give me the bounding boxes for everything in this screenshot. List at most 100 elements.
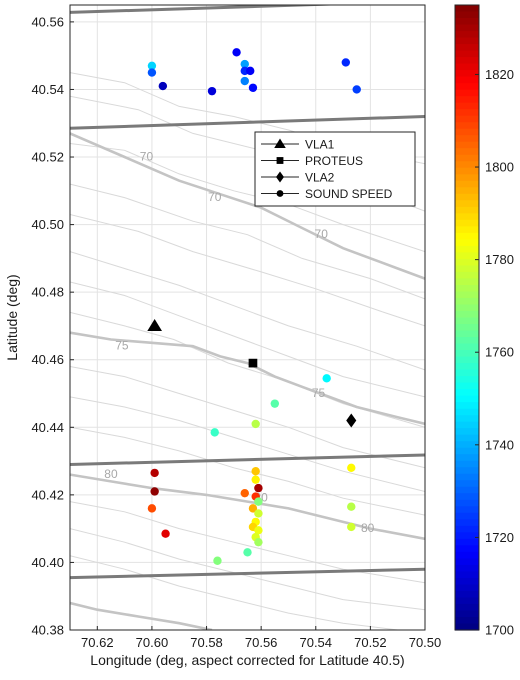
sound-speed-point	[240, 59, 249, 69]
colorbar-segment	[455, 434, 479, 442]
colorbar-segment	[455, 239, 479, 247]
instrument-vla2	[346, 413, 357, 428]
contour-label: 75	[312, 386, 326, 400]
sound-speed-point	[341, 58, 351, 67]
sound-speed-point	[248, 504, 258, 513]
colorbar-segment	[455, 408, 479, 416]
depth-contour-major	[70, 601, 213, 630]
contour-label: 80	[361, 521, 375, 535]
boundary-lines	[70, 5, 425, 580]
x-tick-label: 70.62	[81, 635, 114, 650]
y-tick-label: 40.48	[31, 285, 64, 300]
colorbar-segment	[455, 558, 479, 566]
depth-contour	[70, 214, 425, 327]
depth-contour	[70, 143, 425, 253]
sound-speed-point	[251, 419, 260, 429]
depth-contour-major	[70, 473, 425, 541]
colorbar-tick-label: 1720	[485, 530, 514, 545]
colorbar-segment	[455, 551, 479, 559]
instrument-vla1	[147, 318, 163, 331]
sound-speed-points	[147, 48, 361, 565]
colorbar-segment	[455, 447, 479, 455]
colorbar-segment	[455, 454, 479, 462]
depth-contour	[70, 251, 425, 371]
x-axis-ticks: 70.62 70.60 70.58 70.56 70.54 70.52 70.50	[81, 626, 441, 650]
colorbar-segment	[455, 206, 479, 214]
sound-speed-point	[150, 468, 159, 478]
colorbar-segment	[455, 616, 479, 625]
bathymetry-contours	[70, 72, 425, 630]
instrument-proteus	[248, 358, 258, 368]
sound-speed-point	[232, 48, 241, 57]
sound-speed-point	[254, 537, 263, 547]
colorbar-segment	[455, 421, 479, 429]
legend: VLA1 PROTEUS VLA2 SOUND SPEED	[254, 131, 416, 207]
colorbar-segment	[455, 376, 479, 384]
plot-area	[70, 5, 425, 630]
plot-frame	[69, 4, 426, 631]
colorbar-segment	[455, 278, 479, 286]
sound-speed-point	[251, 467, 260, 476]
legend-marker	[276, 190, 284, 197]
x-axis-label: Longitude (deg, aspect corrected for Lat…	[90, 652, 404, 668]
y-axis-label: Latitude (deg)	[4, 274, 20, 360]
legend-label: SOUND SPEED	[305, 187, 393, 201]
colorbar-segment	[455, 304, 479, 312]
sound-speed-point	[150, 487, 159, 496]
colorbar-segment	[455, 584, 479, 592]
colorbar-segment	[455, 44, 479, 52]
y-tick-label: 40.54	[31, 82, 64, 97]
y-tick-label: 40.42	[31, 487, 64, 502]
colorbar-segment	[455, 460, 479, 468]
x-tick-label: 70.52	[354, 635, 387, 650]
sound-speed-point	[158, 81, 168, 91]
colorbar-segment	[455, 89, 479, 97]
colorbar-segment	[455, 63, 479, 71]
colorbar-segment	[455, 610, 479, 618]
depth-contour-major	[70, 331, 425, 426]
colorbar-segment	[455, 96, 479, 104]
x-tick-label: 70.50	[409, 635, 442, 650]
colorbar-segment	[455, 258, 479, 267]
colorbar-segment	[455, 350, 479, 358]
colorbar-segment	[455, 226, 479, 234]
sound-speed-point	[254, 509, 263, 518]
colorbar-segment	[455, 389, 479, 397]
y-tick-label: 40.52	[31, 150, 64, 165]
sound-speed-point	[248, 83, 258, 92]
x-tick-label: 70.58	[190, 635, 223, 650]
sound-speed-point	[347, 463, 356, 473]
contour-label: 70	[208, 190, 222, 204]
colorbar-segment	[455, 187, 479, 195]
colorbar-segment	[455, 310, 479, 319]
sound-speed-point	[147, 504, 157, 513]
colorbar-segment	[455, 174, 479, 182]
legend-marker	[274, 138, 286, 148]
legend-label: VLA1	[305, 137, 335, 151]
colorbar: 1700 1720 1740 1760 1780 1800 1820	[454, 4, 514, 638]
sound-speed-point	[246, 66, 255, 76]
colorbar-segment	[455, 167, 479, 175]
sound-speed-point	[254, 526, 263, 535]
colorbar-segment	[455, 382, 479, 390]
colorbar-segment	[455, 154, 479, 162]
colorbar-segment	[455, 441, 479, 449]
depth-contour	[70, 501, 425, 584]
colorbar-segment	[455, 603, 479, 612]
boundary-line	[70, 114, 425, 130]
colorbar-segment	[455, 467, 479, 475]
sound-speed-point	[147, 68, 157, 77]
depth-contour	[70, 183, 425, 300]
colorbar-segment	[455, 109, 479, 117]
colorbar-segment	[455, 538, 479, 546]
colorbar-segment	[455, 284, 479, 293]
colorbar-segment	[455, 115, 479, 123]
y-tick-label: 40.44	[31, 420, 64, 435]
y-tick-label: 40.56	[31, 14, 64, 29]
colorbar-segment	[455, 415, 479, 423]
colorbar-segment	[455, 50, 479, 58]
colorbar-segment	[455, 37, 479, 45]
depth-contour	[70, 366, 425, 469]
